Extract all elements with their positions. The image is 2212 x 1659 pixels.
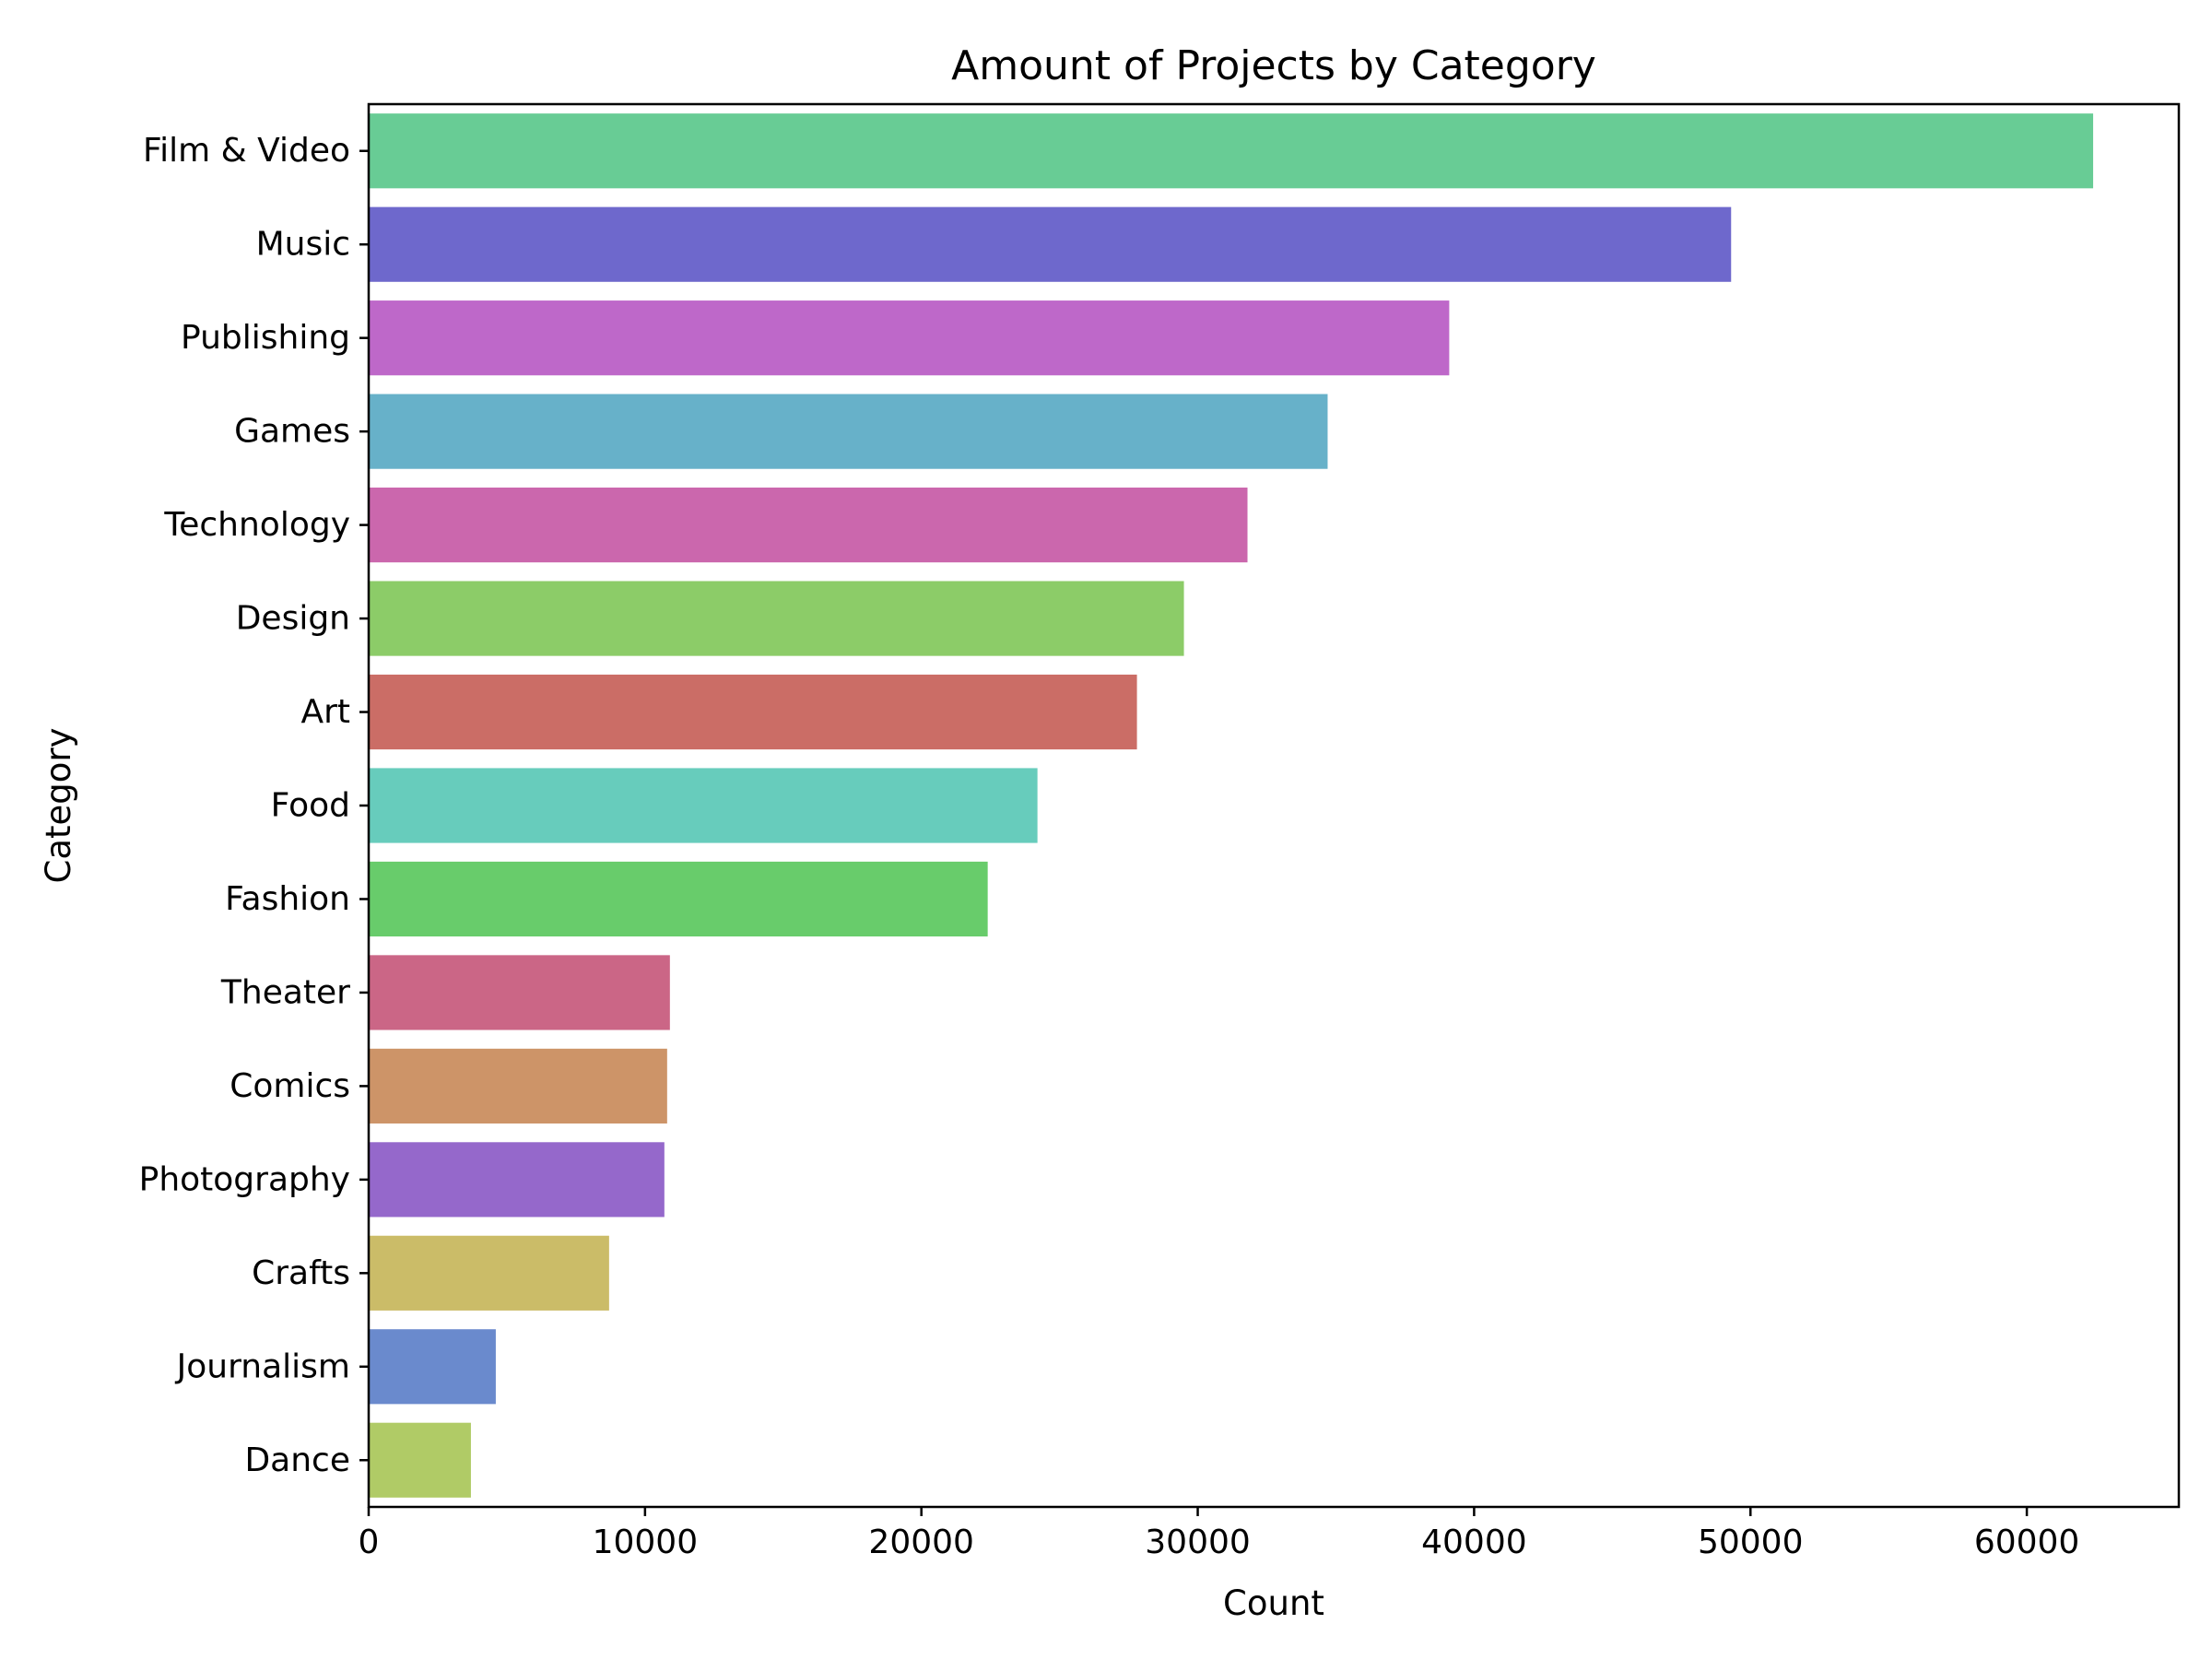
y-axis-ticks: Film & Video Music Publishing Games Technolo… [139,132,369,1479]
x-axis-label: Count [1223,1583,1324,1623]
y-tick-label-food: Food [271,787,350,825]
y-tick-label-film-video: Film & Video [143,132,350,170]
y-tick-label-music: Music [256,226,350,264]
y-tick-label-games: Games [234,413,350,451]
bar-music [369,206,1732,282]
bar-theater [369,955,670,1030]
y-tick-label-design: Design [236,600,350,638]
bar-games [369,394,1328,469]
y-tick-label-crafts: Crafts [252,1254,350,1292]
bar-journalism [369,1329,496,1405]
chart-title: Amount of Projects by Category [951,42,1596,89]
x-tick-label: 40000 [1421,1524,1527,1561]
y-tick-label-dance: Dance [244,1441,350,1479]
x-tick-label: 10000 [593,1524,699,1561]
bars-group [369,113,2094,1498]
bar-technology [369,488,1248,563]
plot-frame [367,102,2181,1509]
x-tick-label: 0 [359,1524,380,1561]
x-axis-ticks: 0 10000 20000 30000 40000 50000 60000 [359,1507,2080,1561]
y-tick-label-art: Art [300,693,350,731]
bar-film-video [369,113,2094,189]
bar-art [369,674,1137,750]
bar-design [369,581,1184,656]
bar-publishing [369,300,1450,376]
bar-fashion [369,861,988,937]
bar-crafts [369,1235,609,1311]
bar-dance [369,1422,471,1498]
bar-photography [369,1142,665,1218]
y-tick-label-photography: Photography [139,1160,350,1198]
y-tick-label-publishing: Publishing [181,319,350,357]
y-tick-label-technology: Technology [163,506,350,544]
y-tick-label-journalism: Journalism [175,1347,350,1385]
x-tick-label: 50000 [1698,1524,1804,1561]
y-axis-label: Category [39,727,78,883]
bar-food [369,768,1038,843]
x-tick-label: 30000 [1145,1524,1251,1561]
x-tick-label: 60000 [1974,1524,2080,1561]
y-tick-label-comics: Comics [229,1067,350,1105]
x-tick-label: 20000 [868,1524,974,1561]
bar-comics [369,1048,667,1124]
y-tick-label-fashion: Fashion [225,880,350,918]
y-tick-label-theater: Theater [220,973,350,1011]
